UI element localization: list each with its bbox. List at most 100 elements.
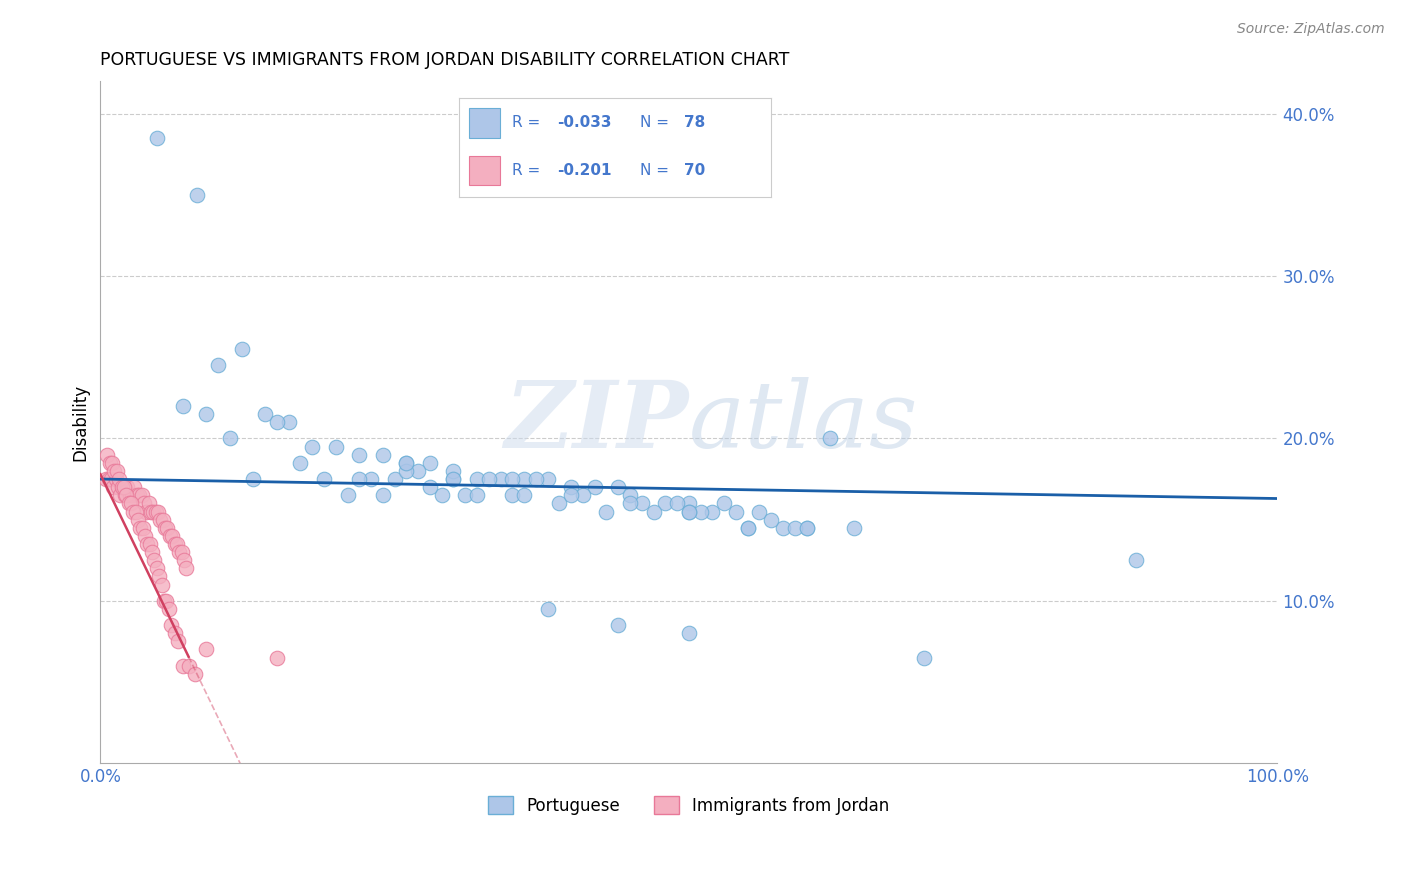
Point	[160, 618, 183, 632]
Point	[157, 602, 180, 616]
Point	[371, 488, 394, 502]
Point	[172, 399, 194, 413]
Point	[149, 513, 172, 527]
Point	[443, 472, 465, 486]
Point	[242, 472, 264, 486]
Point	[277, 415, 299, 429]
Point	[595, 504, 617, 518]
Point	[125, 488, 148, 502]
Point	[443, 472, 465, 486]
Point	[97, 472, 120, 486]
Point	[166, 537, 188, 551]
Point	[122, 504, 145, 518]
Point	[818, 432, 841, 446]
Point	[513, 472, 536, 486]
Point	[131, 488, 153, 502]
Point	[478, 472, 501, 486]
Point	[536, 602, 558, 616]
Point	[141, 545, 163, 559]
Point	[142, 504, 165, 518]
Point	[548, 496, 571, 510]
Point	[163, 626, 186, 640]
Point	[560, 480, 582, 494]
Point	[513, 488, 536, 502]
Point	[155, 594, 177, 608]
Point	[654, 496, 676, 510]
Point	[145, 504, 167, 518]
Point	[443, 464, 465, 478]
Point	[96, 472, 118, 486]
Point	[138, 496, 160, 510]
Point	[560, 488, 582, 502]
Point	[761, 513, 783, 527]
Y-axis label: Disability: Disability	[72, 384, 89, 461]
Point	[139, 504, 162, 518]
Point	[167, 634, 190, 648]
Point	[156, 521, 179, 535]
Point	[172, 658, 194, 673]
Point	[110, 480, 132, 494]
Point	[139, 537, 162, 551]
Text: ZIP: ZIP	[505, 377, 689, 467]
Point	[173, 553, 195, 567]
Point	[713, 496, 735, 510]
Point	[678, 626, 700, 640]
Point	[170, 545, 193, 559]
Point	[124, 480, 146, 494]
Point	[384, 472, 406, 486]
Point	[912, 650, 935, 665]
Point	[796, 521, 818, 535]
Point	[678, 496, 700, 510]
Point	[218, 432, 240, 446]
Point	[152, 513, 174, 527]
Point	[195, 642, 218, 657]
Point	[186, 188, 208, 202]
Point	[666, 496, 689, 510]
Point	[103, 464, 125, 478]
Point	[207, 359, 229, 373]
Point	[174, 561, 197, 575]
Point	[360, 472, 382, 486]
Point	[148, 569, 170, 583]
Text: PORTUGUESE VS IMMIGRANTS FROM JORDAN DISABILITY CORRELATION CHART: PORTUGUESE VS IMMIGRANTS FROM JORDAN DIS…	[100, 51, 790, 69]
Point	[619, 488, 641, 502]
Point	[419, 480, 441, 494]
Point	[643, 504, 665, 518]
Point	[783, 521, 806, 535]
Point	[101, 456, 124, 470]
Point	[395, 456, 418, 470]
Point	[536, 472, 558, 486]
Point	[121, 488, 143, 502]
Point	[159, 529, 181, 543]
Point	[160, 529, 183, 543]
Point	[583, 480, 606, 494]
Legend: Portuguese, Immigrants from Jordan: Portuguese, Immigrants from Jordan	[479, 789, 897, 823]
Point	[501, 472, 523, 486]
Point	[146, 504, 169, 518]
Point	[336, 488, 359, 502]
Point	[136, 537, 159, 551]
Point	[117, 480, 139, 494]
Point	[796, 521, 818, 535]
Point	[842, 521, 865, 535]
Point	[111, 480, 134, 494]
Point	[167, 545, 190, 559]
Point	[143, 553, 166, 567]
Point	[153, 521, 176, 535]
Point	[395, 464, 418, 478]
Point	[183, 666, 205, 681]
Point	[105, 464, 128, 478]
Point	[254, 407, 277, 421]
Point	[772, 521, 794, 535]
Point	[406, 464, 429, 478]
Point	[465, 488, 488, 502]
Point	[607, 480, 630, 494]
Point	[290, 456, 312, 470]
Point	[678, 504, 700, 518]
Point	[96, 448, 118, 462]
Point	[371, 448, 394, 462]
Point	[501, 488, 523, 502]
Point	[737, 521, 759, 535]
Point	[572, 488, 595, 502]
Point	[128, 488, 150, 502]
